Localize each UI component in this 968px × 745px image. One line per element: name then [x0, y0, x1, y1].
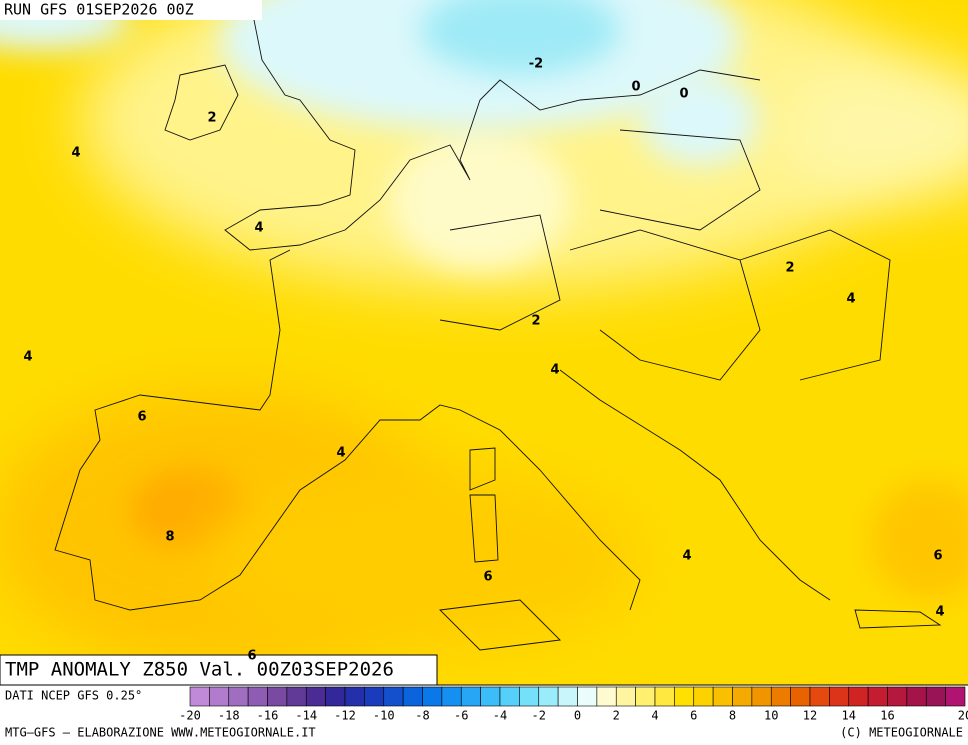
colorbar-label: -16: [257, 709, 279, 723]
colorbar-swatch: [615, 686, 636, 707]
colorbar-swatch: [325, 686, 346, 707]
colorbar-swatch: [557, 686, 578, 707]
title-box: [0, 654, 438, 686]
map-title: TMP ANOMALY Z850 Val. 00Z03SEP2026: [5, 659, 394, 681]
footer-left: MTG–GFS – ELABORAZIONE WWW.METEOGIORNALE…: [5, 726, 316, 740]
colorbar-swatch: [790, 686, 811, 707]
contour-label: 6: [483, 570, 492, 585]
colorbar-swatch: [499, 686, 520, 707]
contour-label: 4: [254, 221, 263, 236]
contour-label: 2: [785, 261, 794, 276]
colorbar-label: 8: [729, 709, 736, 723]
coastlines: [54, 0, 942, 651]
colorbar-swatch: [693, 686, 714, 707]
colorbar-swatch: [577, 686, 598, 707]
colorbar-swatch: [228, 686, 249, 707]
colorbar-label: -6: [454, 709, 468, 723]
colorbar-label: 6: [690, 709, 697, 723]
colorbar-label: 10: [764, 709, 778, 723]
run-label: RUN GFS 01SEP2026 00Z: [4, 1, 194, 19]
colorbar-label: 16: [880, 709, 894, 723]
contour-label: 4: [846, 292, 855, 307]
colorbar-swatch: [422, 686, 443, 707]
colorbar-label: 4: [651, 709, 658, 723]
colorbar-swatch: [538, 686, 559, 707]
colorbar-label: 14: [842, 709, 856, 723]
colorbar-label: -8: [415, 709, 429, 723]
contour-label: -2: [529, 57, 543, 72]
colorbar-swatch: [209, 686, 230, 707]
contour-label: 4: [23, 350, 32, 365]
colorbar-swatch: [867, 686, 888, 707]
contour-label: 4: [336, 446, 345, 461]
contour-label: 4: [682, 549, 691, 564]
colorbar-swatch: [751, 686, 772, 707]
colorbar-swatch: [906, 686, 927, 707]
colorbar-label: -18: [218, 709, 240, 723]
colorbar-swatch: [712, 686, 733, 707]
colorbar-label: 12: [803, 709, 817, 723]
contour-label: 6: [247, 649, 256, 664]
colorbar-swatch: [480, 686, 501, 707]
colorbar-label: -12: [334, 709, 356, 723]
colorbar-swatch: [247, 686, 268, 707]
contour-label: 8: [165, 530, 174, 545]
colorbar-swatch: [344, 686, 365, 707]
colorbar-swatch: [596, 686, 617, 707]
colorbar-swatch: [519, 686, 540, 707]
contour-label: 2: [531, 314, 540, 329]
colorbar-swatch: [305, 686, 326, 707]
contour-label: 4: [71, 146, 80, 161]
contour-label: 0: [679, 87, 688, 102]
colorbar-swatch: [732, 686, 753, 707]
contour-label: 4: [550, 363, 559, 378]
colorbar-label: 2: [613, 709, 620, 723]
colorbar-swatch: [674, 686, 695, 707]
colorbar-swatch: [654, 686, 675, 707]
colorbar-label: -2: [532, 709, 546, 723]
colorbar-swatch: [402, 686, 423, 707]
contour-label: 2: [207, 111, 216, 126]
colorbar-swatch: [441, 686, 462, 707]
colorbar-label: 20: [958, 709, 968, 723]
colorbar-swatch: [887, 686, 908, 707]
colorbar-label: -4: [493, 709, 507, 723]
colorbar-swatch: [383, 686, 404, 707]
colorbar-swatch: [286, 686, 307, 707]
run-box: [0, 0, 262, 20]
colorbar-label: 0: [574, 709, 581, 723]
colorbar-label: -20: [179, 709, 201, 723]
colorbar-swatch: [829, 686, 850, 707]
colorbar-swatch: [770, 686, 791, 707]
colorbar-swatch: [189, 686, 210, 707]
colorbar-swatch: [460, 686, 481, 707]
contour-label: 6: [933, 549, 942, 564]
source-label: DATI NCEP GFS 0.25°: [5, 689, 142, 703]
colorbar-swatch: [925, 686, 946, 707]
colorbar-swatch: [267, 686, 288, 707]
footer-right: (C) METEOGIORNALE: [840, 726, 963, 740]
contour-label: 6: [137, 410, 146, 425]
colorbar-swatch: [945, 686, 966, 707]
colorbar-label: -10: [373, 709, 395, 723]
colorbar-swatch: [809, 686, 830, 707]
colorbar-swatch: [848, 686, 869, 707]
colorbar-swatch: [364, 686, 385, 707]
contour-label: 0: [631, 80, 640, 95]
map-field: [0, 0, 968, 685]
colorbar-label: -14: [295, 709, 317, 723]
colorbar-swatch: [635, 686, 656, 707]
contour-label: 4: [935, 605, 944, 620]
